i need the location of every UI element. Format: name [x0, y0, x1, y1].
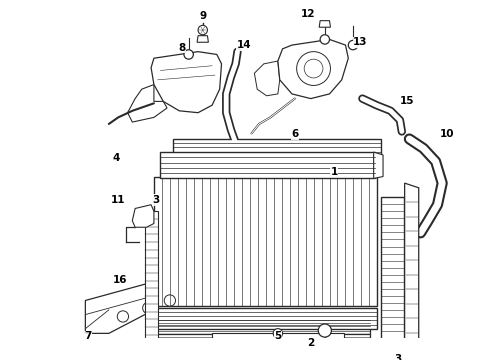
Text: 4: 4 [113, 153, 120, 163]
Text: 6: 6 [291, 129, 298, 139]
Text: 3: 3 [152, 195, 159, 205]
Circle shape [164, 295, 175, 306]
Bar [172, 139, 381, 156]
Circle shape [143, 302, 154, 314]
Text: 7: 7 [84, 331, 92, 341]
Bar [154, 334, 370, 344]
Bar [145, 211, 158, 350]
Text: 5: 5 [274, 331, 281, 341]
Text: 13: 13 [353, 37, 368, 47]
Polygon shape [374, 152, 383, 179]
Text: 12: 12 [301, 9, 315, 19]
Text: 9: 9 [199, 11, 206, 21]
Text: 14: 14 [237, 40, 251, 50]
Text: 8: 8 [178, 43, 186, 53]
Polygon shape [197, 36, 208, 42]
Bar [161, 152, 374, 179]
Polygon shape [132, 205, 154, 227]
Bar [381, 197, 404, 352]
Text: 3: 3 [394, 354, 402, 360]
Circle shape [320, 35, 329, 44]
Polygon shape [278, 40, 348, 99]
Text: 16: 16 [113, 275, 127, 285]
Polygon shape [151, 51, 221, 113]
Text: 11: 11 [111, 195, 125, 205]
Circle shape [117, 311, 128, 322]
Text: 1: 1 [331, 167, 338, 177]
Polygon shape [405, 183, 419, 360]
Circle shape [184, 50, 194, 59]
Text: 15: 15 [400, 96, 415, 107]
Polygon shape [254, 61, 280, 96]
Text: 10: 10 [440, 129, 454, 139]
Bar [154, 318, 370, 334]
Circle shape [318, 324, 331, 337]
Circle shape [273, 329, 283, 338]
Polygon shape [127, 85, 167, 122]
Circle shape [304, 59, 323, 78]
Bar [154, 176, 377, 306]
Circle shape [198, 25, 207, 35]
Polygon shape [319, 21, 330, 27]
Circle shape [296, 51, 330, 85]
Polygon shape [212, 333, 343, 343]
Text: 2: 2 [307, 338, 315, 348]
Bar [154, 308, 377, 329]
Polygon shape [85, 282, 269, 333]
Circle shape [348, 40, 358, 50]
